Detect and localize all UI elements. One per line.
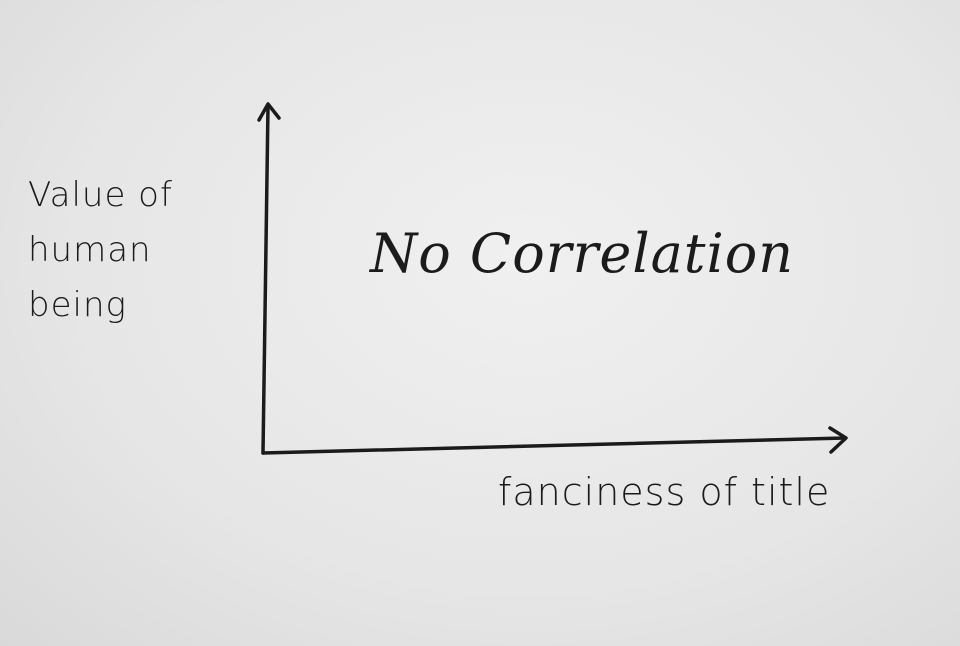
- y-axis: [261, 104, 270, 455]
- x-axis-label: fanciness of title: [498, 470, 831, 514]
- y-axis-label: Value of human being: [28, 175, 173, 325]
- axes: [257, 102, 848, 455]
- chart-title: No Correlation: [370, 222, 795, 285]
- x-axis: [261, 436, 847, 455]
- y-axis-arrow: [257, 102, 281, 122]
- x-axis-arrow: [828, 426, 848, 454]
